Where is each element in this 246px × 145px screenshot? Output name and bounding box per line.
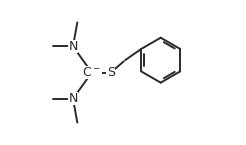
Text: C$^-$: C$^-$ <box>82 66 101 79</box>
Text: N: N <box>68 40 78 53</box>
Text: N: N <box>68 92 78 105</box>
Text: S: S <box>107 66 115 79</box>
